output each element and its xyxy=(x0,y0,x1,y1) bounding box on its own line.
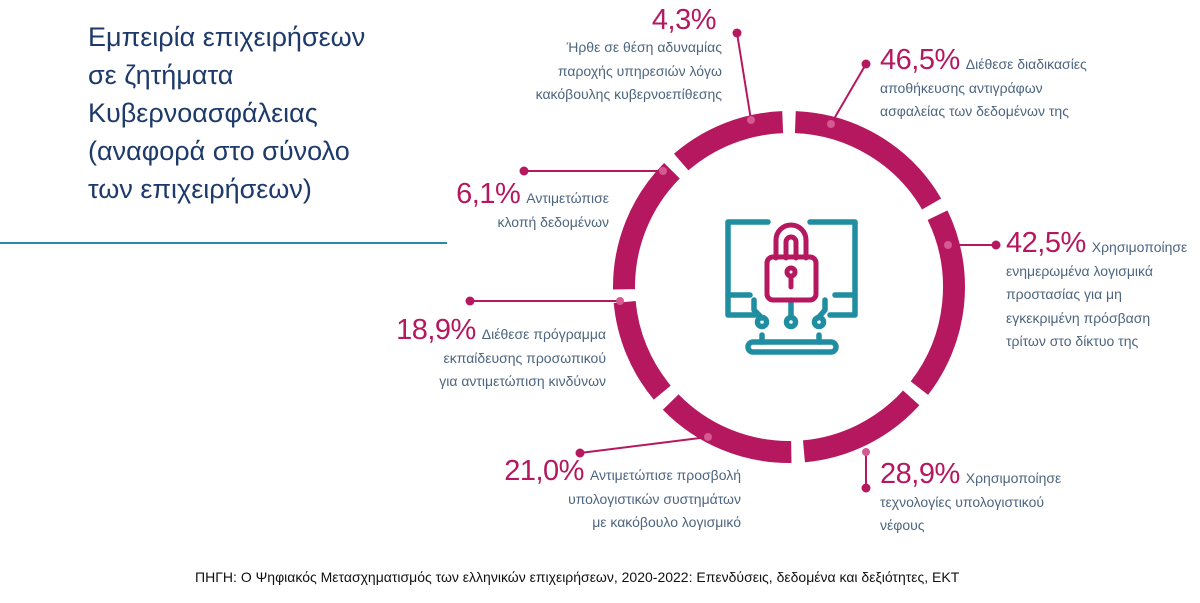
stat-text: τρίτων στο δίκτυο της xyxy=(1006,333,1139,349)
stat-value: 28,9% xyxy=(880,458,960,490)
stat-text: Χρησιμοποίησε xyxy=(1091,239,1188,255)
leader-dot xyxy=(991,240,1001,250)
stat-text: Αντιμετώπισε προσβολή xyxy=(589,467,741,483)
title-line: (αναφορά στο σύνολο xyxy=(88,136,350,166)
ring-segment xyxy=(613,300,671,400)
stat-label-backups: 46,5% Διέθεσε διαδικασίες αποθήκευσης αντ… xyxy=(880,44,1087,124)
leader-dot xyxy=(861,59,871,69)
ring-dot xyxy=(704,433,712,441)
stat-text: υπολογιστικών συστημάτων xyxy=(568,490,741,507)
stat-text: εκπαίδευσης προσωπικού xyxy=(443,349,606,366)
ring-segment xyxy=(794,111,942,210)
ring-segment xyxy=(802,390,920,463)
ring-segment xyxy=(613,162,680,290)
source-note: ΠΗΓΗ: Ο Ψηφιακός Μετασχηματισμός των ελλ… xyxy=(195,569,960,585)
stat-text: εγκεκριμένη πρόσβαση xyxy=(1006,309,1151,326)
ring-dot xyxy=(862,448,870,456)
stat-label-security-software: 42,5% Χρησιμοποίησε ενημερωμένα λογισμικά… xyxy=(1006,227,1187,354)
leader-line xyxy=(830,63,867,125)
stat-text: Ήρθε σε θέση αδυναμίας xyxy=(566,39,722,55)
leader-dot xyxy=(732,28,742,38)
stat-value: 21,0% xyxy=(504,455,584,487)
stat-value: 46,5% xyxy=(880,44,960,76)
title-line: Εμπειρία επιχειρήσεων xyxy=(88,22,366,52)
leader-line xyxy=(736,32,752,121)
stat-text: με κακόβουλο λογισμικό xyxy=(592,514,741,530)
stat-value: 4,3% xyxy=(651,4,717,36)
stat-text: Διέθεσε πρόγραμμα xyxy=(481,326,606,342)
ring-segment xyxy=(662,394,792,463)
stat-text: για αντιμετώπιση κινδύνων xyxy=(439,373,606,389)
stat-value: 18,9% xyxy=(396,314,476,346)
stat-value: 42,5% xyxy=(1006,227,1086,259)
stat-label-cloud: 28,9% Χρησιμοποίησε τεχνολογίες υπολογιστ… xyxy=(880,458,1061,538)
title-line: των επιχειρήσεων) xyxy=(88,174,312,204)
stat-value: 6,1% xyxy=(456,178,521,210)
stat-text: Διέθεσε διαδικασίες xyxy=(965,56,1087,72)
ring-segment xyxy=(910,210,965,395)
ring-dot xyxy=(747,116,755,124)
stat-text: ασφαλείας των δεδομένων της xyxy=(880,103,1069,119)
ring-dot xyxy=(944,241,952,249)
stat-text: νέφους xyxy=(880,517,925,533)
stat-text: κακόβουλης κυβερνοεπίθεσης xyxy=(535,86,722,102)
leader-dot xyxy=(575,448,585,458)
leader-dot xyxy=(519,166,529,176)
ring-segments xyxy=(613,111,965,463)
stat-text: παροχής υπηρεσιών λόγω xyxy=(557,62,722,79)
monitor-lock-icon xyxy=(725,219,858,355)
leader-line xyxy=(579,436,709,454)
leader-lines xyxy=(465,28,1001,493)
title-line: Κυβερνοασφάλειας xyxy=(88,98,318,128)
stat-text: Χρησιμοποίησε xyxy=(965,470,1062,486)
stat-label-service-outage: 4,3% Ήρθε σε θέση αδυναμίας παροχής υπηρ… xyxy=(536,4,722,107)
stat-text: αποθήκευσης αντιγράφων xyxy=(880,79,1043,96)
stat-text: ενημερωμένα λογισμικά xyxy=(1006,262,1153,279)
leader-dot xyxy=(465,296,475,306)
stat-label-data-theft: 6,1% Αντιμετώπισε κλοπή δεδομένων xyxy=(456,178,609,234)
ring-dot xyxy=(659,167,667,175)
stat-text: τεχνολογίες υπολογιστικού xyxy=(880,493,1045,510)
stat-label-malware: 21,0% Αντιμετώπισε προσβολή υπολογιστικών… xyxy=(504,455,741,535)
ring-dot xyxy=(827,120,835,128)
divider xyxy=(0,242,447,244)
ring-dot xyxy=(616,297,624,305)
ring-segment xyxy=(674,111,784,171)
stat-text: Αντιμετώπισε xyxy=(526,190,609,206)
page-title: Εμπειρία επιχειρήσεων σε ζητήματα Κυβερν… xyxy=(88,18,365,208)
stat-label-training: 18,9% Διέθεσε πρόγραμμα εκπαίδευσης προσω… xyxy=(396,314,606,394)
stat-text: προστασίας για μη xyxy=(1006,286,1122,302)
stat-text: κλοπή δεδομένων xyxy=(497,213,609,230)
title-line: σε ζητήματα xyxy=(88,60,234,90)
leader-dot xyxy=(861,483,871,493)
